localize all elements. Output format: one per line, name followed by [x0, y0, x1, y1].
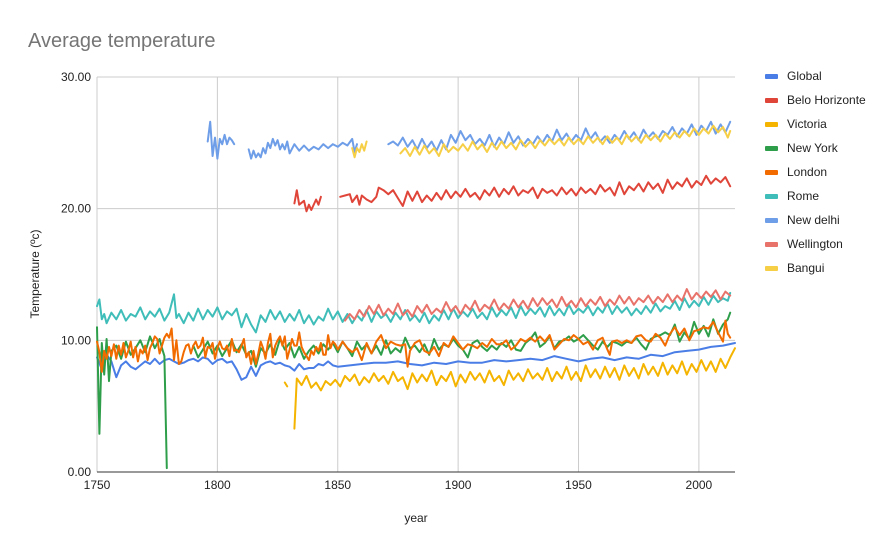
legend-swatch — [765, 266, 778, 271]
legend-label: Global — [787, 69, 822, 83]
chart-title: Average temperature — [28, 30, 216, 52]
legend-label: Victoria — [787, 117, 827, 131]
legend-label: New delhi — [787, 213, 840, 227]
legend-swatch — [765, 218, 778, 223]
series-line-bangui — [351, 124, 732, 159]
x-axis-ticks: 1750 1800 1850 1900 1950 2000 — [84, 478, 713, 492]
legend-swatch — [765, 170, 778, 175]
y-axis-title: Temperature (ºc) — [28, 229, 42, 318]
legend: Global Belo Horizonte Victoria New York Lond… — [765, 69, 866, 275]
y-tick-label: 10.00 — [61, 333, 91, 347]
series-line-new-york — [96, 311, 732, 470]
x-tick-label: 2000 — [686, 478, 713, 492]
legend-label: Rome — [787, 189, 819, 203]
series-lines — [96, 120, 736, 470]
x-tick-label: 1850 — [324, 478, 351, 492]
series-line-london — [96, 319, 732, 373]
y-tick-label: 0.00 — [68, 465, 92, 479]
x-tick-label: 1900 — [445, 478, 472, 492]
y-axis-ticks: 0.00 10.00 20.00 30.00 — [61, 70, 91, 479]
legend-swatch — [765, 146, 778, 151]
legend-label: Belo Horizonte — [787, 93, 866, 107]
legend-label: New York — [787, 141, 839, 155]
x-tick-label: 1750 — [84, 478, 111, 492]
y-tick-label: 30.00 — [61, 70, 91, 84]
series-line-rome — [96, 291, 732, 334]
y-tick-label: 20.00 — [61, 202, 91, 216]
series-line-wellington — [344, 288, 732, 322]
grid — [96, 76, 735, 472]
legend-swatch — [765, 122, 778, 127]
legend-label: London — [787, 165, 827, 179]
legend-swatch — [765, 194, 778, 199]
legend-label: Bangui — [787, 261, 824, 275]
series-line-victoria — [283, 347, 736, 430]
legend-swatch — [765, 242, 778, 247]
x-tick-label: 1800 — [204, 478, 231, 492]
series-line-belo-horizonte — [293, 174, 732, 213]
legend-label: Wellington — [787, 237, 843, 251]
x-tick-label: 1950 — [565, 478, 592, 492]
legend-swatch — [765, 74, 778, 79]
x-axis-title: year — [404, 511, 427, 525]
legend-swatch — [765, 98, 778, 103]
